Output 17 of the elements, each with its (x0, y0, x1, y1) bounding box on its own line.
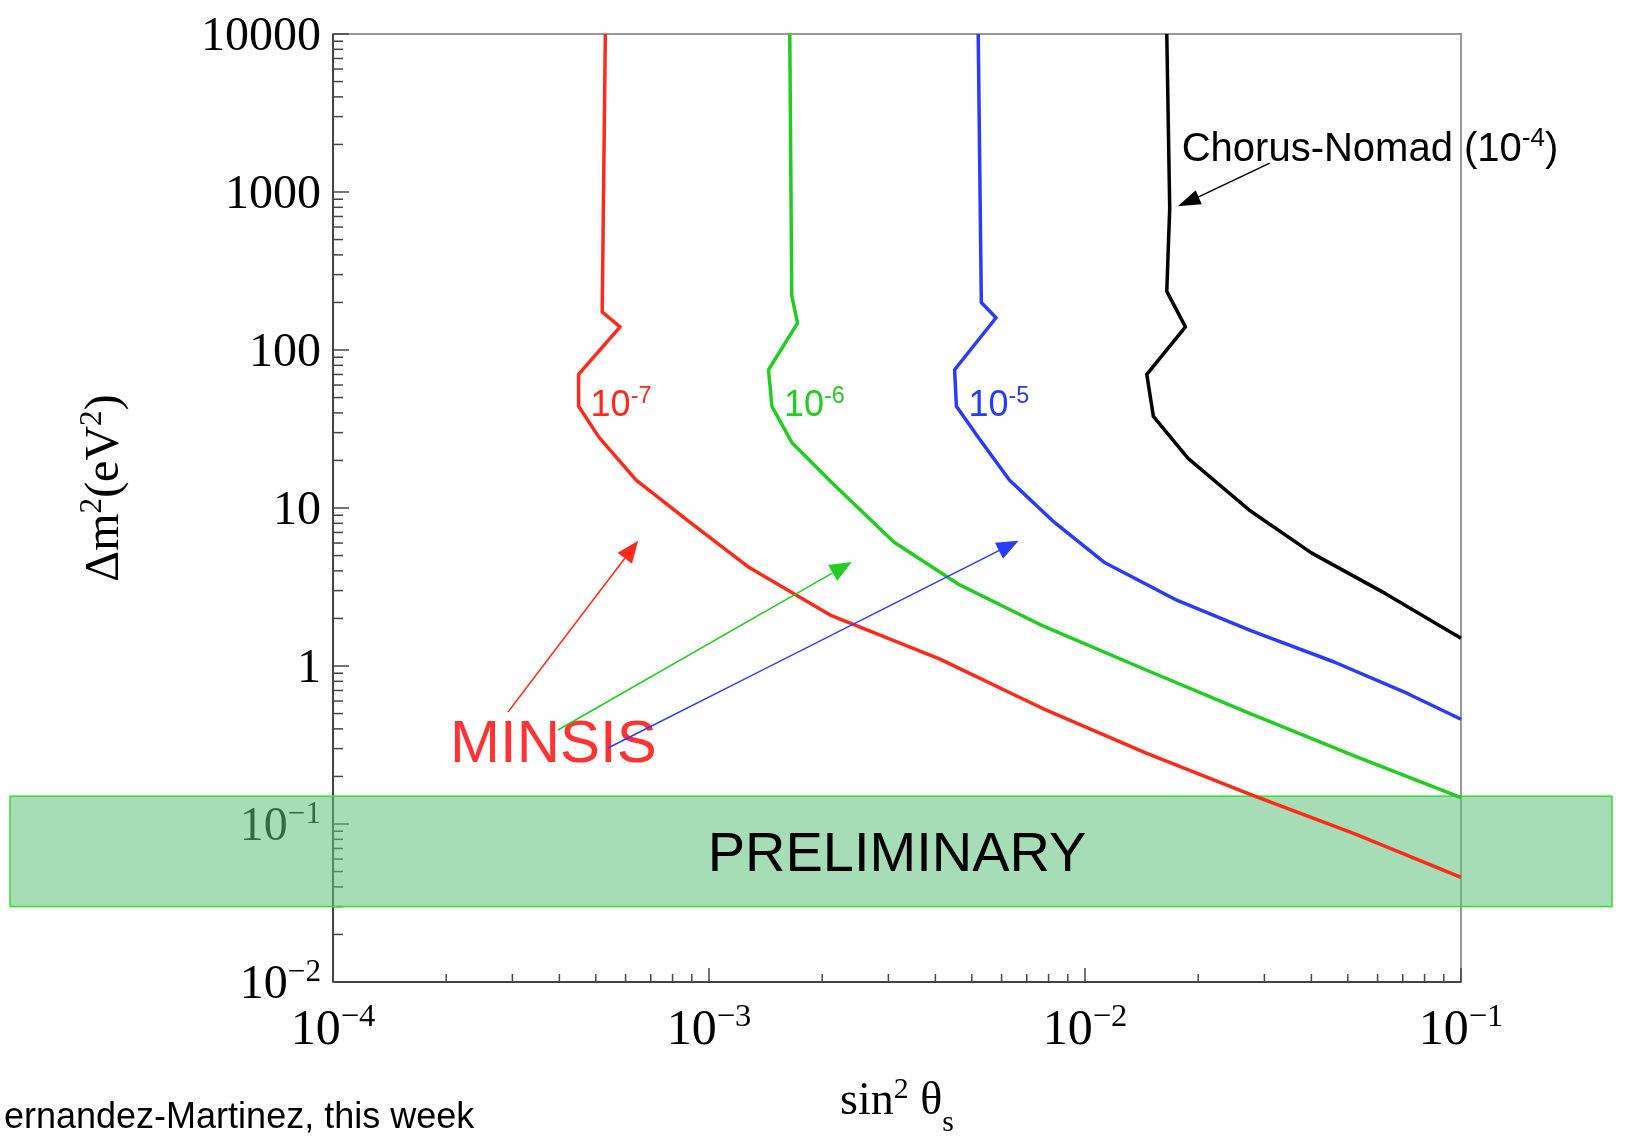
band-label: PRELIMINARY (707, 820, 1087, 884)
y-tick-label: 1 (297, 639, 321, 692)
y-tick-label: 10 (273, 481, 321, 534)
x-axis-title: sin$^{2}$ θ$_{s}$ (840, 1070, 954, 1137)
y-tick-label: 100 (249, 323, 321, 376)
x-tick-label: 10$^{−2}$ (1042, 997, 1128, 1055)
x-tick-label: 10$^{−3}$ (666, 997, 752, 1055)
y-tick-label: 10000 (201, 7, 321, 60)
series-label: Chorus-Nomad (10$^{-4}$) (1181, 122, 1559, 169)
text: ernandez-Martinez, this week (4, 1095, 476, 1136)
series-label: 10$^{-7}$ (590, 382, 652, 425)
y-tick-label: 1000 (225, 165, 321, 218)
x-tick-label: 10$^{−1}$ (1418, 997, 1504, 1055)
y-tick-label: 10$^{−1}$ (239, 794, 321, 850)
annotation: MINSIS (450, 708, 657, 775)
series-label: 10$^{-6}$ (783, 382, 845, 425)
series-label: 10$^{-5}$ (968, 382, 1030, 425)
